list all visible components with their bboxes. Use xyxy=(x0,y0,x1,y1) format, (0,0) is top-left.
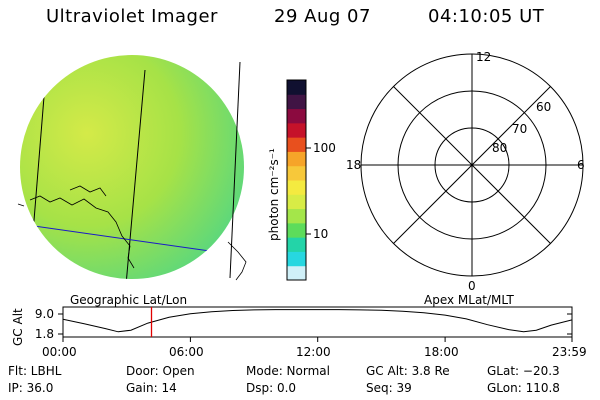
mlt-label-0: 0 xyxy=(468,279,476,293)
mlat-label-80: 80 xyxy=(492,141,507,155)
polar-plot: 12 18 6 0 60 70 80 xyxy=(346,50,585,293)
status-flt: Flt: LBHL xyxy=(8,364,62,378)
status-glat: GLat: −20.3 xyxy=(487,364,560,378)
orbit-ylabel: GC Alt xyxy=(11,308,25,346)
orbit-xtick-1200: 12:00 xyxy=(296,345,331,359)
orbit-plot: Geographic Lat/Lon Apex MLat/MLT 9.0 1.8… xyxy=(11,293,573,346)
colorbar-tick-100: 100 xyxy=(313,141,336,155)
orbit-yticks xyxy=(58,313,572,335)
mlt-label-12: 12 xyxy=(476,50,491,64)
colorbar-cell xyxy=(287,208,306,224)
orbit-ytick-9: 9.0 xyxy=(35,307,54,321)
uvi-image-panel xyxy=(17,55,247,281)
orbit-xtick-1800: 18:00 xyxy=(424,345,459,359)
longitude-line xyxy=(229,61,241,279)
orbit-xtick-2359: 23:59 xyxy=(552,345,587,359)
status-dsp: Dsp: 0.0 xyxy=(246,381,297,395)
earth-disk-image xyxy=(20,55,244,279)
time-label: 04:10:05 UT xyxy=(428,6,545,27)
colorbar-tick-10: 10 xyxy=(313,227,328,241)
colorbar-cell xyxy=(287,251,306,267)
mlat-label-60: 60 xyxy=(536,100,551,114)
status-door: Door: Open xyxy=(126,364,195,378)
colorbar-cell xyxy=(287,180,306,195)
colorbar-cell xyxy=(287,265,306,281)
geographic-caption: Geographic Lat/Lon xyxy=(70,293,187,307)
colorbar-cell xyxy=(287,237,306,252)
status-ip: IP: 36.0 xyxy=(8,381,54,395)
coastline xyxy=(29,195,135,269)
colorbar-cell xyxy=(287,108,306,124)
colorbar-cell xyxy=(287,122,306,138)
colorbar-cell xyxy=(287,80,306,95)
colorbar-cell xyxy=(287,165,306,181)
mlat-label-70: 70 xyxy=(512,122,527,136)
instrument-title: Ultraviolet Imager xyxy=(46,6,218,27)
colorbar-cell xyxy=(287,137,306,152)
colorbar-frame xyxy=(286,79,307,281)
colorbar-cell xyxy=(287,151,306,167)
mlt-label-6: 6 xyxy=(577,158,585,172)
colorbar-cell xyxy=(287,94,306,110)
coastline xyxy=(69,185,107,197)
status-glon: GLon: 110.8 xyxy=(487,381,560,395)
colorbar-cell xyxy=(287,222,306,238)
orbit-xtick-0600: 06:00 xyxy=(169,345,204,359)
coastline xyxy=(17,203,25,207)
status-seq: Seq: 39 xyxy=(366,381,412,395)
orbit-plot-frame xyxy=(62,306,573,338)
altitude-curve xyxy=(62,309,573,333)
coastline xyxy=(227,241,247,281)
status-gc-alt: GC Alt: 3.8 Re xyxy=(366,364,450,378)
orbit-xticks xyxy=(62,337,573,342)
colorbar: 100 10 photon cm⁻²s⁻¹ xyxy=(267,79,336,281)
mlt-label-18: 18 xyxy=(346,158,361,172)
orbit-xtick-0000: 00:00 xyxy=(42,345,77,359)
status-gain: Gain: 14 xyxy=(126,381,177,395)
status-mode: Mode: Normal xyxy=(246,364,330,378)
polar-meridian xyxy=(389,82,555,248)
orbit-ytick-1.8: 1.8 xyxy=(35,327,54,341)
colorbar-label: photon cm⁻²s⁻¹ xyxy=(267,148,281,241)
date-label: 29 Aug 07 xyxy=(274,6,371,27)
apex-caption: Apex MLat/MLT xyxy=(424,293,514,307)
colorbar-cell xyxy=(287,194,306,210)
